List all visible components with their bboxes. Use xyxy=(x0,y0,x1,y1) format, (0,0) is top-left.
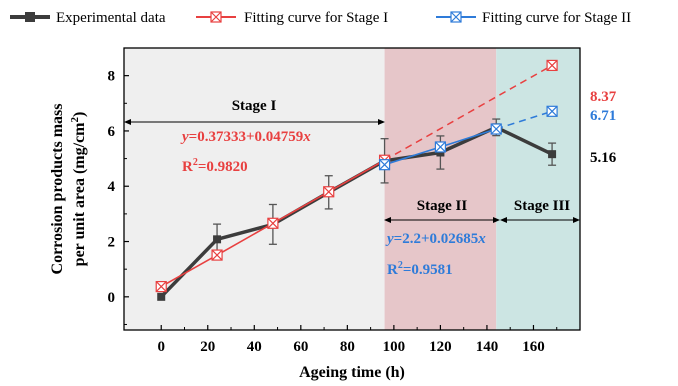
y-axis-title: Corrosion products mass per unit area (m… xyxy=(49,104,88,275)
x-tick-label: 0 xyxy=(157,339,165,355)
x-tick-label: 80 xyxy=(340,339,355,355)
marker-cross xyxy=(267,217,279,229)
marker-cross xyxy=(546,105,558,117)
x-tick-label: 100 xyxy=(383,339,406,355)
stage1-label: Stage I xyxy=(232,98,277,114)
y-axis-title-line1: Corrosion products mass xyxy=(49,104,66,275)
legend-item-experimental: Experimental data xyxy=(10,10,166,26)
stage2-equation: y=2.2+0.02685x xyxy=(385,231,486,247)
stage-region-3 xyxy=(496,48,580,330)
y-tick-label: 2 xyxy=(108,235,116,251)
stage2-label: Stage II xyxy=(417,198,468,214)
experimental-point xyxy=(213,235,222,244)
fit-annotations: y=0.37333+0.04759x R2=0.9820 y=2.2+0.026… xyxy=(180,129,486,278)
marker-cross xyxy=(379,159,390,171)
x-tick-label: 140 xyxy=(476,339,499,355)
stage3-arrow xyxy=(500,217,580,223)
stage1-arrow xyxy=(124,119,385,125)
end-value-labels: 8.37 6.71 5.16 xyxy=(590,89,617,166)
end-value-experimental: 5.16 xyxy=(590,150,617,166)
experimental-point xyxy=(548,150,557,159)
x-tick-label: 60 xyxy=(293,339,308,355)
stage-labels: Stage I Stage II Stage III xyxy=(232,98,571,214)
x-tick-label: 160 xyxy=(522,339,545,355)
stage1-equation: y=0.37333+0.04759x xyxy=(180,129,311,145)
stage-arrows xyxy=(124,119,580,223)
stage2-r-squared: R2=0.9581 xyxy=(387,260,453,278)
experimental-point xyxy=(157,292,166,301)
stage2-arrow xyxy=(384,217,500,223)
stage2-fit-point xyxy=(490,123,502,135)
legend-marker-experimental xyxy=(25,12,35,22)
marker-cross xyxy=(211,249,223,261)
legend: Experimental data Fitting curve for Stag… xyxy=(10,10,631,26)
stage1-fit-extrapolation xyxy=(384,64,553,161)
marker-cross xyxy=(155,281,167,293)
y-tick-label: 0 xyxy=(108,290,116,306)
legend-label-experimental: Experimental data xyxy=(56,10,166,26)
marker-cross xyxy=(546,59,558,71)
end-value-stage2-fit: 6.71 xyxy=(590,108,616,124)
legend-marker-stage1 xyxy=(210,11,222,23)
stage1-fit-point xyxy=(323,186,335,198)
stage-regions xyxy=(124,48,580,330)
data-series xyxy=(155,59,558,301)
stage2-fit-point xyxy=(434,141,447,153)
stage1-r-squared: R2=0.9820 xyxy=(182,157,248,175)
stage1-fit-point xyxy=(211,249,223,261)
x-tick-label: 120 xyxy=(429,339,452,355)
axis-ticks: 0 20 40 60 80 100 120 140 160 0 2 4 6 8 xyxy=(108,47,558,355)
y-tick-label: 6 xyxy=(108,124,116,140)
y-tick-label: 4 xyxy=(108,179,116,195)
stage2-fit-end-point xyxy=(546,105,558,117)
legend-item-stage2-fit: Fitting curve for Stage II xyxy=(436,10,631,26)
stage2-fit-extrapolation xyxy=(495,110,553,130)
legend-item-stage1-fit: Fitting curve for Stage I xyxy=(196,10,388,26)
marker-cross xyxy=(323,186,335,198)
x-tick-label: 20 xyxy=(200,339,215,355)
marker-cross xyxy=(490,123,502,135)
y-tick-label: 8 xyxy=(108,69,116,85)
x-tick-label: 40 xyxy=(247,339,262,355)
end-value-stage1-fit: 8.37 xyxy=(590,89,617,105)
stage1-fit-point xyxy=(155,280,167,293)
plot-frame xyxy=(123,47,581,331)
legend-marker-stage2 xyxy=(450,11,462,23)
legend-label-stage1: Fitting curve for Stage I xyxy=(244,10,388,26)
y-axis-title-line2: per unit area (mg/cm2) xyxy=(69,112,88,267)
stage2-fit-point xyxy=(378,159,391,171)
x-axis-title: Ageing time (h) xyxy=(299,364,405,381)
stage3-label: Stage III xyxy=(514,198,570,214)
stage-region-2 xyxy=(384,48,497,330)
stage1-fit-end-point xyxy=(546,59,558,72)
legend-label-stage2: Fitting curve for Stage II xyxy=(482,10,631,26)
stage1-fit-point xyxy=(267,217,279,229)
marker-cross xyxy=(434,141,446,153)
